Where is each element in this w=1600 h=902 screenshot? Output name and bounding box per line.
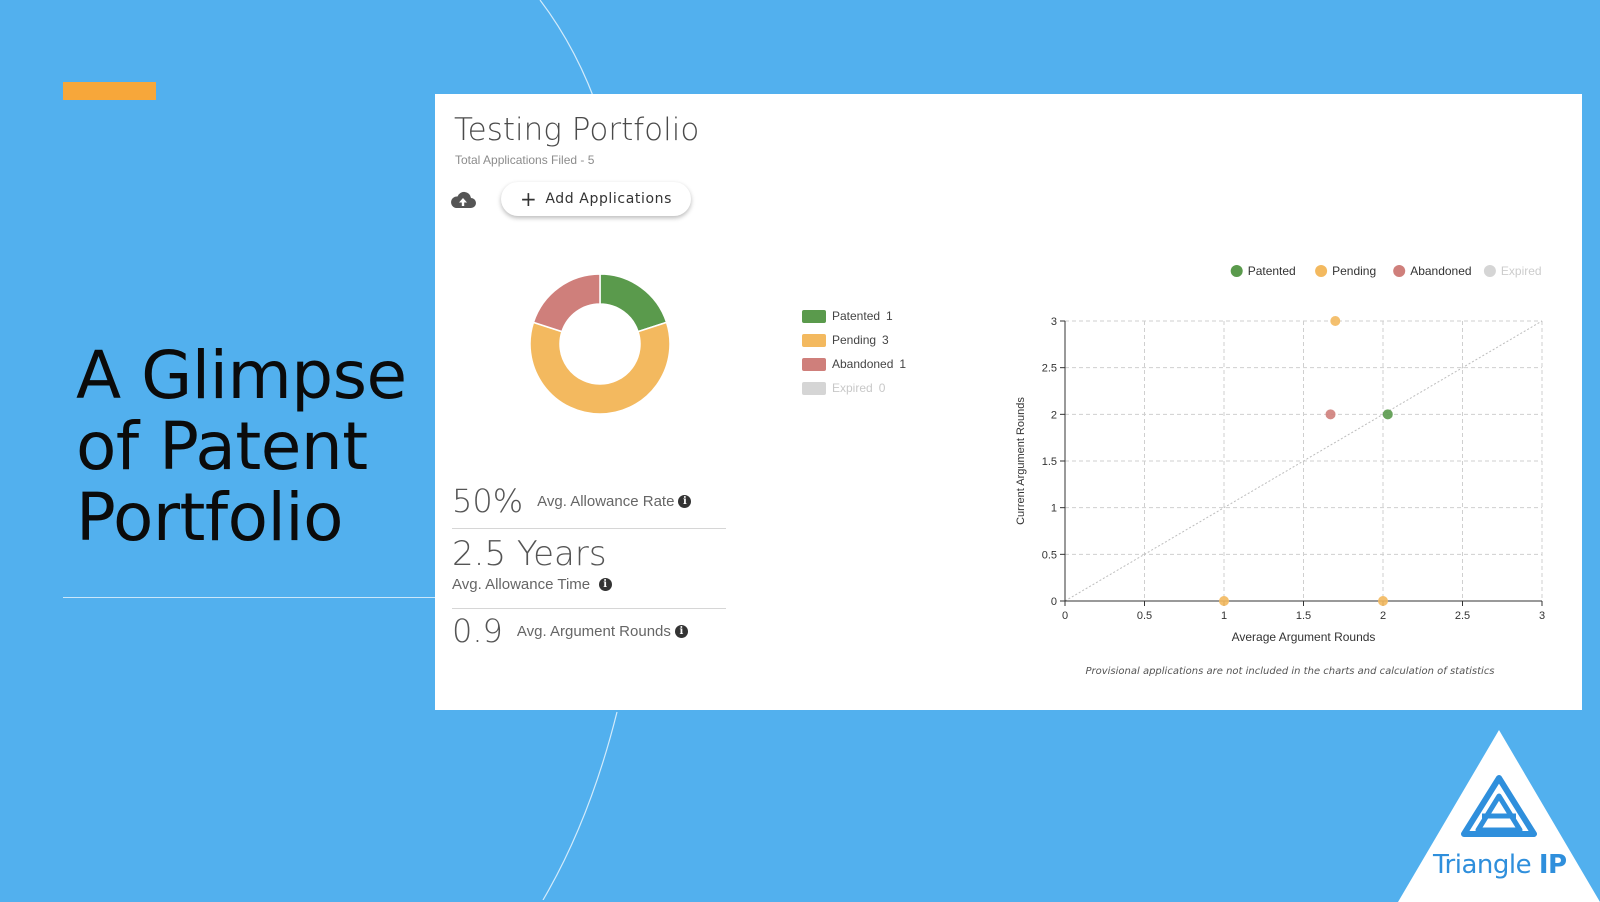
- info-circle-icon[interactable]: i: [674, 624, 688, 638]
- slide-title-line-1: A Glimpse: [76, 337, 407, 414]
- y-tick-label: 0.5: [1042, 549, 1057, 561]
- x-axis-label: Average Argument Rounds: [1232, 630, 1376, 644]
- legend-count: 0: [878, 381, 886, 395]
- scatter-legend-item-patented[interactable]: Patented: [1230, 264, 1296, 278]
- y-tick-label: 1.5: [1042, 456, 1057, 468]
- stat-allowance-time: 2.5 Years Avg. Allowance Time i: [452, 534, 724, 594]
- argument-rounds-value: 0.9: [452, 612, 503, 650]
- svg-text:Expired: Expired: [1501, 264, 1542, 278]
- scatter-legend-item-pending[interactable]: Pending: [1315, 264, 1376, 278]
- legend-count: 1: [886, 309, 893, 323]
- x-tick-label: 1.5: [1296, 610, 1311, 622]
- svg-text:Abandoned: Abandoned: [1410, 264, 1471, 278]
- argument-rounds-label: Avg. Argument Rounds: [516, 622, 671, 640]
- data-point-pending[interactable]: [1378, 596, 1388, 606]
- data-point-patented[interactable]: [1382, 409, 1393, 420]
- legend-label: Abandoned: [832, 357, 894, 371]
- y-tick-label: 3: [1051, 316, 1057, 328]
- allowance-rate-value: 50%: [452, 482, 524, 520]
- allowance-time-value: 2.5 Years: [452, 534, 607, 574]
- allowance-rate-label: Avg. Allowance Rate: [537, 492, 675, 510]
- legend-item-abandoned[interactable]: Abandoned 1: [802, 352, 906, 376]
- x-tick-label: 0: [1062, 610, 1068, 622]
- donut-slice-pending[interactable]: [530, 321, 670, 414]
- slide-title-line-3: Portfolio: [76, 479, 344, 556]
- plus-icon: +: [519, 187, 538, 211]
- data-point-pending[interactable]: [1219, 596, 1229, 606]
- x-tick-label: 3: [1539, 610, 1545, 622]
- scatter-legend-item-expired[interactable]: Expired: [1483, 264, 1542, 278]
- info-circle-icon[interactable]: i: [678, 494, 692, 508]
- brand-name-bold: IP: [1538, 850, 1567, 880]
- legend-label: Patented: [832, 309, 881, 323]
- status-donut-chart: [530, 274, 670, 414]
- legend-item-pending[interactable]: Pending 3: [802, 328, 906, 352]
- brand-name: Triangle IP: [1433, 850, 1567, 880]
- svg-text:Pending: Pending: [1332, 264, 1376, 278]
- x-tick-label: 2: [1380, 610, 1386, 622]
- legend-swatch-patented: [802, 309, 826, 323]
- data-point-pending[interactable]: [1330, 316, 1341, 326]
- y-tick-label: 0: [1051, 596, 1057, 608]
- data-point-abandoned[interactable]: [1325, 409, 1336, 420]
- y-tick-label: 1: [1051, 503, 1057, 515]
- accent-bar: [63, 82, 156, 100]
- portfolio-title: Testing Portfolio: [454, 112, 700, 148]
- donut-slice-abandoned[interactable]: [532, 274, 601, 333]
- reference-diagonal-line: [1064, 320, 1543, 602]
- y-axis-label: Current Argument Rounds: [1015, 397, 1027, 525]
- stat-divider: [452, 528, 726, 529]
- x-tick-label: 0.5: [1137, 610, 1152, 622]
- x-tick-label: 1: [1221, 610, 1227, 622]
- slide-title-line-2: of Patent: [76, 408, 368, 485]
- brand-name-regular: Triangle: [1433, 850, 1539, 880]
- legend-swatch-abandoned: [802, 357, 826, 371]
- legend-count: 3: [882, 333, 889, 347]
- legend-label: Pending: [832, 333, 877, 347]
- argument-rounds-scatter-chart: 0 0.5 1 1.5 2 2.5 3 0 0.5 1 1.5 2 2.5 3 Expired Abando…: [1015, 264, 1545, 644]
- legend-item-patented[interactable]: Patented 1: [802, 304, 906, 328]
- scatter-legend-item-abandoned[interactable]: Abandoned: [1393, 264, 1472, 278]
- donut-slice-patented[interactable]: [599, 274, 668, 333]
- provisional-footnote: Provisional applications are not include…: [1085, 666, 1495, 677]
- stat-argument-rounds: 0.9 Avg. Argument Rounds i: [452, 612, 724, 650]
- legend-label: Expired: [832, 381, 873, 395]
- add-applications-label: Add Applications: [545, 191, 673, 207]
- title-divider: [63, 597, 437, 598]
- portfolio-dashboard-panel: Testing Portfolio Total Applications Fil…: [435, 94, 1582, 710]
- legend-swatch-expired: [802, 381, 826, 395]
- legend-count: 1: [899, 357, 907, 371]
- info-circle-icon[interactable]: i: [598, 578, 612, 592]
- stat-divider: [452, 608, 726, 609]
- x-tick-label: 2.5: [1455, 610, 1470, 622]
- stat-allowance-rate: 50% Avg. Allowance Rate i: [452, 482, 724, 520]
- slide-title: A Glimpse of Patent Portfolio: [76, 340, 436, 553]
- svg-text:Patented: Patented: [1248, 264, 1296, 278]
- triangle-ip-logo-icon: [1398, 730, 1600, 902]
- y-tick-label: 2.5: [1042, 363, 1057, 375]
- y-tick-label: 2: [1051, 409, 1057, 421]
- legend-swatch-pending: [802, 333, 826, 347]
- status-legend: Patented 1 Pending 3 Abandoned 1 Expired…: [802, 304, 906, 400]
- allowance-time-label: Avg. Allowance Time: [452, 576, 591, 593]
- legend-item-expired[interactable]: Expired 0: [802, 376, 906, 400]
- portfolio-subtitle: Total Applications Filed - 5: [455, 153, 595, 167]
- cloud-upload-icon[interactable]: [449, 190, 477, 210]
- add-applications-button[interactable]: + Add Applications: [501, 182, 691, 216]
